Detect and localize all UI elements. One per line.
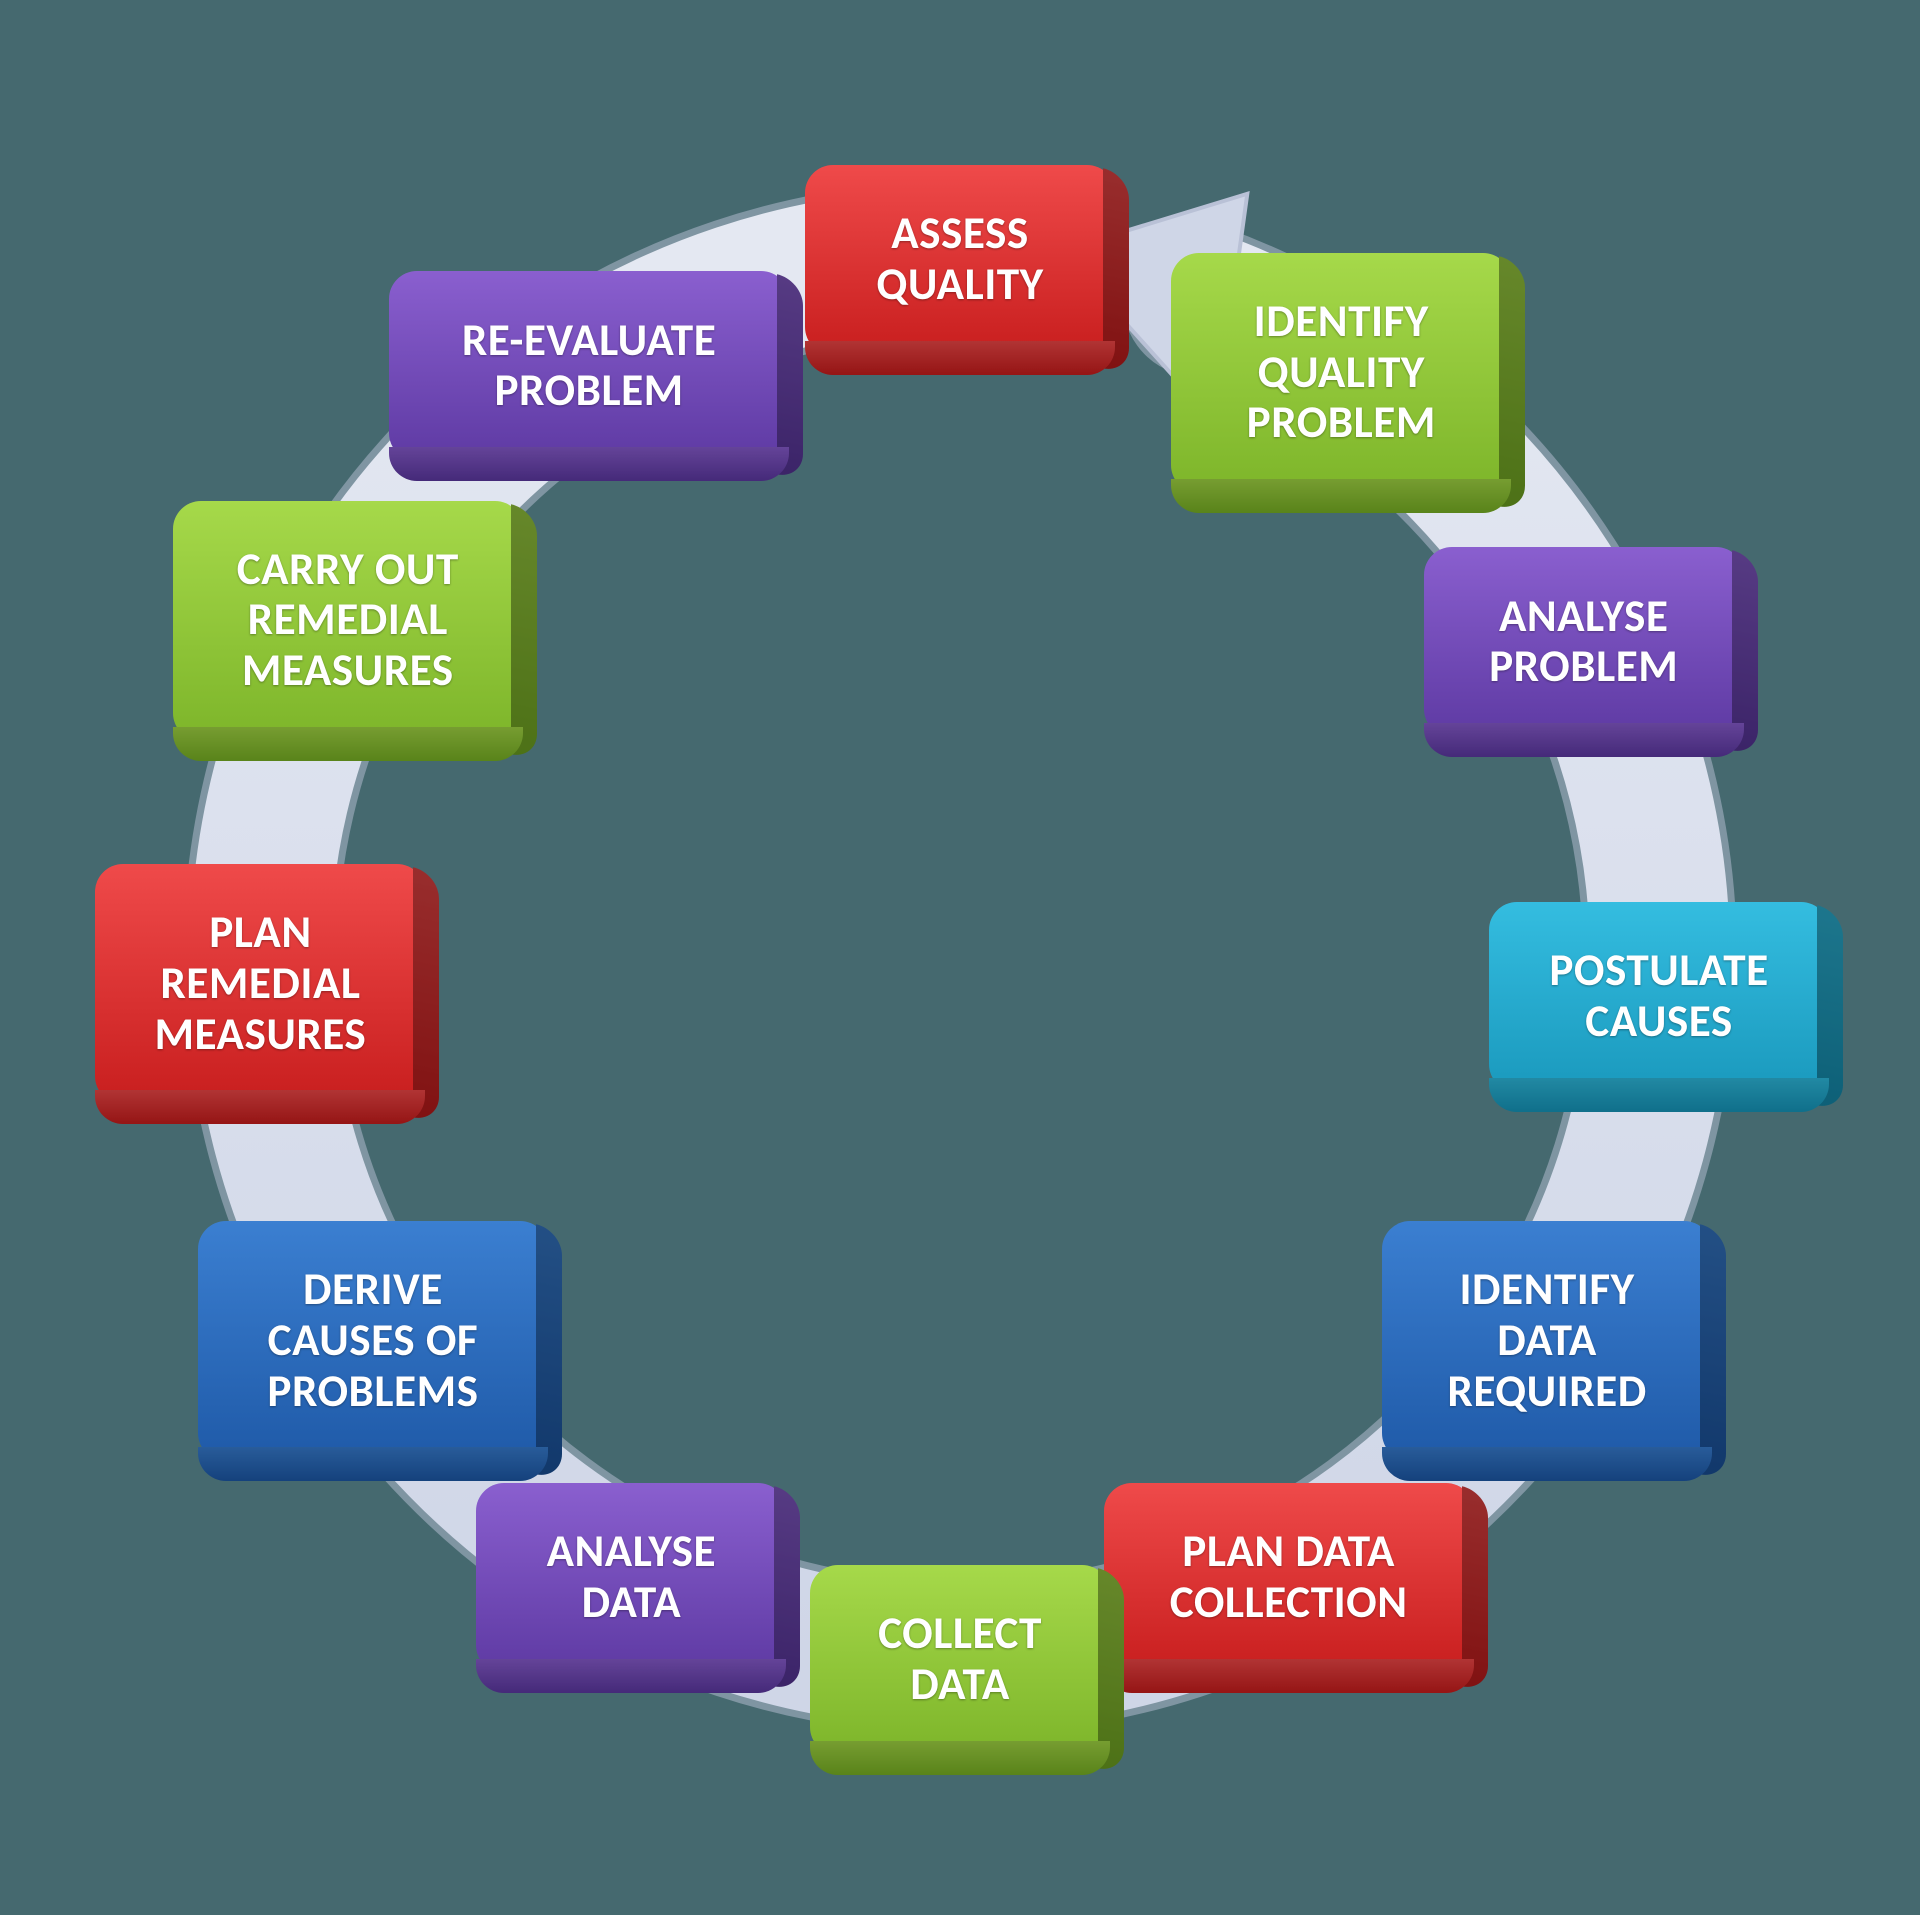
step-analyse-problem: ANALYSE PROBLEM (1424, 547, 1744, 737)
step-plan-data-collection: PLAN DATA COLLECTION (1104, 1483, 1474, 1673)
step-assess-quality: ASSESS QUALITY (805, 165, 1115, 355)
step-plan-remedial-measures: PLAN REMEDIAL MEASURES (95, 864, 425, 1104)
step-identify-data-required: IDENTIFY DATA REQUIRED (1382, 1221, 1712, 1461)
step-collect-data: COLLECT DATA (810, 1565, 1110, 1755)
step-re-evaluate-problem: RE-EVALUATE PROBLEM (389, 271, 789, 461)
step-derive-causes: DERIVE CAUSES OF PROBLEMS (198, 1221, 548, 1461)
step-identify-quality-problem: IDENTIFY QUALITY PROBLEM (1171, 253, 1511, 493)
diagram-stage: ASSESS QUALITY IDENTIFY QUALITY PROBLEM AN… (0, 0, 1920, 1915)
step-carry-out-remedial: CARRY OUT REMEDIAL MEASURES (173, 501, 523, 741)
step-postulate-causes: POSTULATE CAUSES (1489, 902, 1829, 1092)
step-analyse-data: ANALYSE DATA (476, 1483, 786, 1673)
